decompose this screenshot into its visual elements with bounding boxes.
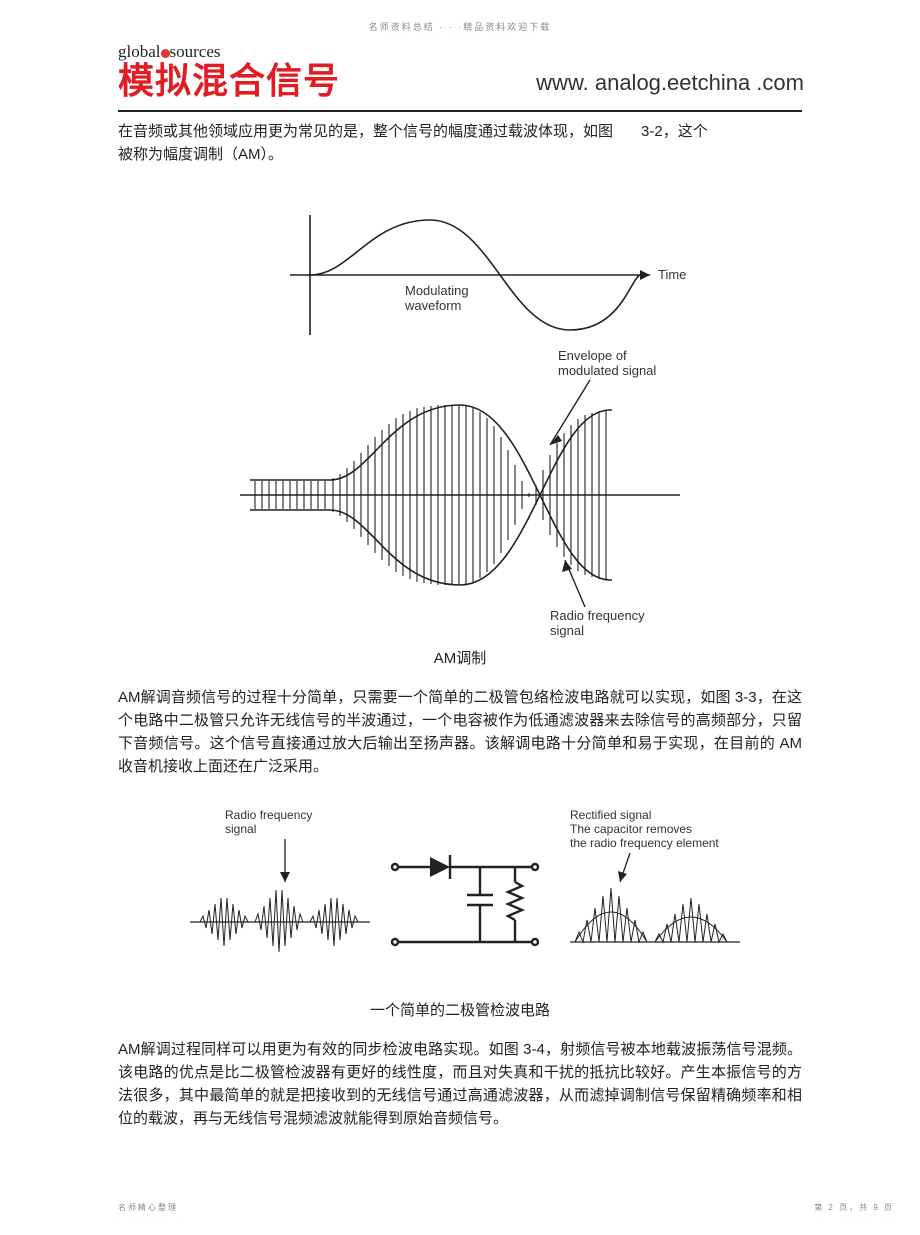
- paragraph-2: AM解调音频信号的过程十分简单，只需要一个简单的二极管包络检波电路就可以实现，如…: [118, 686, 802, 779]
- brand-logo-right: sources: [170, 42, 221, 61]
- label-rf-in: Radio frequency: [225, 808, 312, 822]
- label-modulating: Modulating: [405, 283, 469, 298]
- paragraph-1: 在音频或其他领域应用更为常见的是，整个信号的幅度通过载波体现，如图3-2，这个 …: [118, 120, 802, 167]
- figure-am-modulation: Modulating waveform Time Envel: [118, 185, 802, 668]
- footer-left-dots: · · · · · · ·: [118, 1215, 181, 1221]
- p1-text-a: 在音频或其他领域应用更为常见的是，整个信号的幅度通过载波体现，如图: [118, 123, 613, 140]
- brand-row: globalsources 模拟混合信号 www. analog.eetchin…: [118, 42, 802, 100]
- brand-url: www. analog.eetchina .com: [536, 70, 804, 96]
- p1-text-b: 被称为幅度调制（AM）。: [118, 146, 283, 163]
- figure2-caption: 一个简单的二极管检波电路: [118, 999, 802, 1020]
- label-rectified2: The capacitor removes: [570, 822, 692, 836]
- p1-figure-ref: 3-2，这个: [641, 120, 708, 143]
- label-envelope1: Envelope of: [558, 348, 627, 363]
- label-rectified1: Rectified signal: [570, 808, 651, 822]
- footer-left: 名师精心整理: [118, 1202, 178, 1213]
- diode-detector-svg: Radio frequency signal: [160, 797, 760, 997]
- svg-text:signal: signal: [225, 822, 256, 836]
- label-rf-signal2: signal: [550, 623, 584, 638]
- label-envelope2: modulated signal: [558, 363, 656, 378]
- page-content: 在音频或其他领域应用更为常见的是，整个信号的幅度通过载波体现，如图3-2，这个 …: [118, 120, 802, 1131]
- paragraph-3: AM解调过程同样可以用更为有效的同步检波电路实现。如图 3-4，射频信号被本地载…: [118, 1038, 802, 1131]
- am-modulation-svg: Modulating waveform Time Envel: [220, 185, 700, 645]
- figure1-caption: AM调制: [118, 647, 802, 668]
- brand-logo: global sources: [118, 42, 802, 62]
- label-time: Time: [658, 267, 686, 282]
- brand-dot-icon: [161, 49, 170, 58]
- figure-diode-detector: Radio frequency signal: [118, 797, 802, 1020]
- label-rf-signal1: Radio frequency: [550, 608, 645, 623]
- brand-underline: [118, 110, 802, 112]
- svg-text:waveform: waveform: [404, 298, 461, 313]
- page-top-header: 名师资料总结 · · ·精品资料欢迎下载: [0, 0, 920, 33]
- footer-right: 第 2 页，共 9 页: [814, 1202, 894, 1213]
- page-top-dots: · · · · · · · · · · · · · · ·: [0, 35, 920, 42]
- footer-right-dots: · · · · · · · ·: [821, 1215, 894, 1221]
- label-rectified3: the radio frequency element: [570, 836, 719, 850]
- brand-logo-left: global: [118, 42, 161, 61]
